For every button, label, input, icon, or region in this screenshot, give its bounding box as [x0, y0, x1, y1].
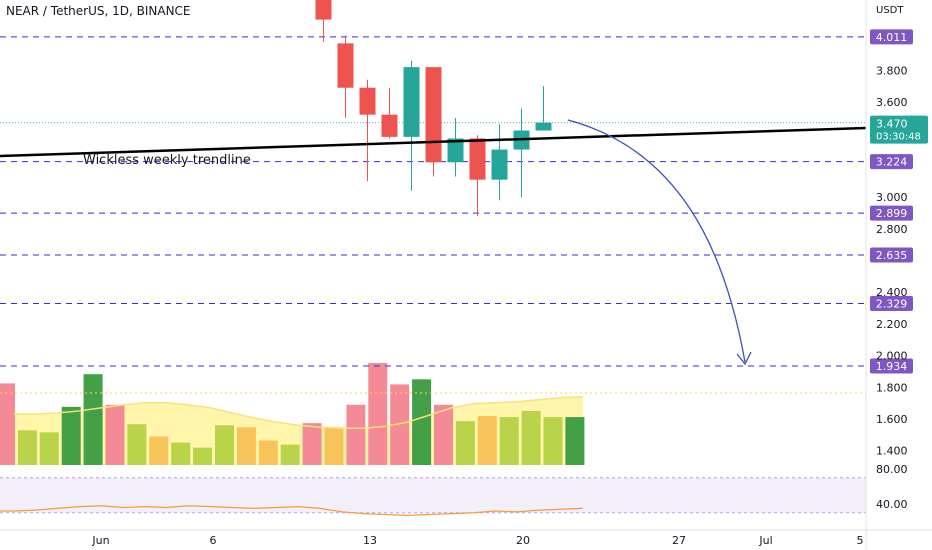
- trendline: [0, 126, 867, 158]
- time-tick-label: Jun: [91, 534, 109, 547]
- candle-body: [535, 122, 552, 131]
- volume-bar: [543, 417, 563, 465]
- price-tick-label: 3.800: [876, 64, 908, 77]
- volume-bar: [236, 427, 256, 465]
- volume-ma-line: [13, 395, 583, 430]
- currency-label: USDT: [876, 5, 904, 16]
- volume-bar: [390, 384, 410, 465]
- volume-bar: [17, 430, 37, 465]
- time-tick-label: 20: [516, 534, 530, 547]
- volume-bar: [171, 442, 191, 465]
- level-badge: [870, 295, 913, 311]
- level-badge: [870, 29, 913, 45]
- volume-bar: [149, 436, 169, 465]
- level-badge: [870, 247, 913, 263]
- time-tick-label: 27: [672, 534, 686, 547]
- oscillator-tick-label: 80.00: [876, 463, 908, 476]
- volume-bar: [412, 379, 432, 465]
- price-tick-label: 3.000: [876, 191, 908, 204]
- level-badge-label: 1.934: [876, 360, 908, 373]
- candle-body: [425, 67, 442, 163]
- level-badge-label: 2.329: [876, 297, 908, 310]
- price-tick-label: 1.800: [876, 381, 908, 394]
- volume-bar: [499, 417, 519, 465]
- candle-body: [469, 138, 486, 180]
- price-tick-label: 1.400: [876, 445, 908, 458]
- volume-bar: [127, 424, 147, 465]
- time-tick-label: 6: [210, 534, 217, 547]
- projection-arrow: [567, 119, 746, 363]
- price-tick-label: 3.600: [876, 96, 908, 109]
- candle-body: [337, 43, 354, 88]
- volume-bar: [302, 423, 322, 465]
- volume-bar: [434, 404, 453, 465]
- level-badge: [870, 205, 913, 221]
- last-price-countdown: 03:30:48: [876, 132, 921, 143]
- volume-bar: [83, 374, 103, 465]
- time-tick-label: 13: [363, 534, 377, 547]
- price-tick-label: 1.600: [876, 413, 908, 426]
- volume-bar: [215, 425, 234, 465]
- level-badge-label: 2.635: [876, 249, 908, 262]
- oscillator-line: [0, 505, 583, 516]
- level-badge: [870, 358, 913, 374]
- time-tick-label: 5: [857, 534, 864, 547]
- level-badge-label: 2.899: [876, 207, 908, 220]
- candle-body: [315, 0, 332, 20]
- oscillator-tick-label: 40.00: [876, 498, 908, 511]
- volume-bar: [521, 410, 541, 465]
- level-badge-label: 3.224: [876, 156, 908, 169]
- candle-body: [491, 149, 508, 180]
- volume-bar: [258, 440, 278, 465]
- candle-body: [381, 114, 398, 137]
- candle-body: [447, 138, 464, 163]
- volume-bar: [39, 432, 59, 465]
- volume-bar: [346, 404, 366, 465]
- level-badge-label: 4.011: [876, 31, 908, 44]
- volume-bar: [280, 444, 300, 465]
- trendline-label: Wickless weekly trendline: [83, 153, 251, 168]
- volume-bar: [324, 427, 344, 465]
- volume-bar: [368, 363, 388, 465]
- volume-bar: [193, 447, 213, 465]
- price-tick-label: 2.200: [876, 318, 908, 331]
- volume-bar: [0, 383, 15, 465]
- projection-arrowhead: [736, 351, 752, 366]
- price-tick-label: 2.000: [876, 350, 908, 363]
- price-tick-label: 2.400: [876, 286, 908, 299]
- candle-body: [359, 87, 376, 115]
- price-tick-label: 2.800: [876, 223, 908, 236]
- candle-body: [403, 67, 420, 137]
- level-badge: [870, 154, 913, 170]
- volume-bar: [455, 421, 475, 465]
- symbol-title: NEAR / TetherUS, 1D, BINANCE: [6, 4, 191, 18]
- last-price-label: 3.470: [876, 118, 908, 131]
- volume-bar: [565, 417, 585, 465]
- volume-bar: [477, 416, 497, 465]
- time-tick-label: Jul: [758, 534, 772, 547]
- volume-bar: [105, 404, 125, 465]
- last-price-badge: [870, 115, 928, 144]
- volume-bar: [61, 406, 81, 465]
